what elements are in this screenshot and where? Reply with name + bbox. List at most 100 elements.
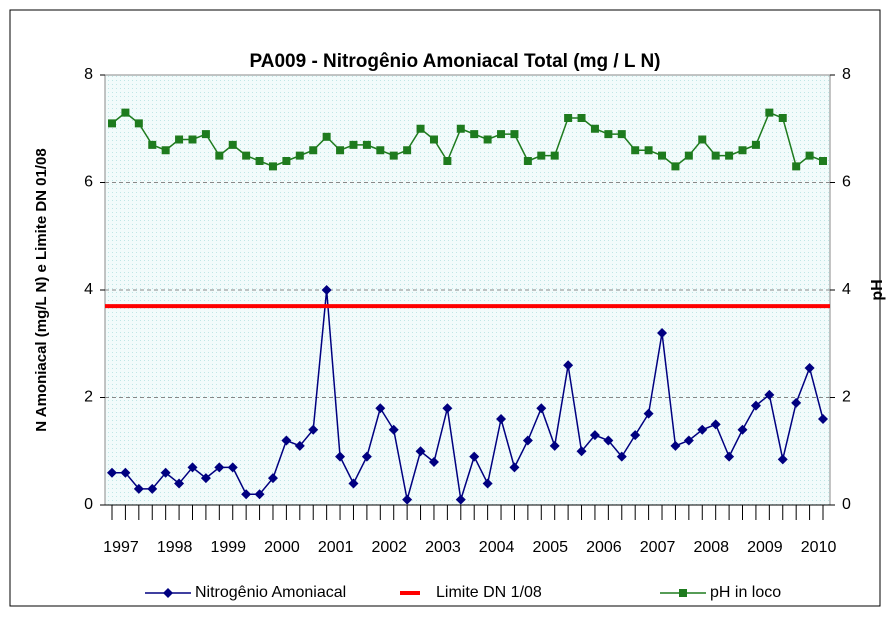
data-point	[764, 389, 775, 400]
data-point	[482, 478, 493, 489]
legend-label: Limite DN 1/08	[436, 584, 542, 601]
x-tick-label: 1998	[157, 539, 193, 556]
data-point	[455, 494, 466, 505]
data-point	[376, 146, 385, 155]
data-point	[496, 414, 507, 424]
data-point	[509, 462, 520, 473]
data-point	[683, 435, 694, 446]
data-point	[777, 454, 788, 465]
data-point	[497, 130, 506, 139]
data-point	[670, 440, 681, 451]
data-point	[321, 285, 332, 295]
x-tick-label: 2009	[747, 539, 783, 556]
x-tick-label: 2006	[586, 539, 622, 556]
data-point	[134, 119, 143, 128]
data-point	[710, 419, 721, 430]
data-point	[442, 403, 453, 414]
data-point	[281, 435, 292, 446]
y2-tick-label: 0	[842, 496, 851, 513]
data-point	[428, 457, 439, 467]
data-point	[536, 403, 547, 414]
legend-marker	[163, 588, 173, 598]
data-point	[362, 140, 371, 149]
data-point	[107, 467, 117, 478]
x-tick-label: 2005	[532, 539, 568, 556]
legend-label: pH in loco	[710, 584, 781, 601]
data-point	[148, 140, 157, 149]
x-tick-label: 1999	[210, 539, 246, 556]
y-tick-label: 8	[84, 66, 93, 83]
data-point	[309, 146, 318, 155]
data-point	[590, 124, 599, 133]
data-point	[227, 462, 238, 473]
data-point	[215, 151, 224, 160]
data-point	[403, 146, 412, 155]
data-point	[684, 151, 693, 160]
data-point	[295, 151, 304, 160]
x-tick-label: 2001	[318, 539, 354, 556]
data-point	[631, 146, 640, 155]
data-point	[643, 408, 654, 419]
data-point	[147, 483, 158, 494]
y2-tick-label: 2	[842, 389, 851, 406]
data-point	[697, 424, 708, 435]
data-point	[630, 430, 641, 441]
data-point	[604, 130, 613, 139]
y-tick-label: 4	[84, 281, 93, 298]
data-point	[469, 451, 480, 462]
data-point	[282, 157, 291, 165]
data-point	[255, 157, 264, 165]
data-point	[819, 157, 827, 165]
data-point	[792, 162, 801, 171]
data-point	[120, 467, 131, 478]
data-point	[188, 135, 197, 144]
data-point	[805, 151, 814, 160]
data-point	[361, 451, 372, 462]
data-point	[389, 151, 398, 160]
data-point	[336, 146, 345, 155]
data-point	[187, 462, 198, 473]
data-point	[429, 135, 438, 144]
data-point	[443, 157, 452, 165]
data-point	[522, 435, 533, 446]
x-tick-label: 2007	[640, 539, 676, 556]
data-point	[657, 328, 668, 338]
data-point	[510, 130, 519, 139]
data-point	[523, 157, 532, 165]
data-point	[201, 130, 210, 139]
data-point	[576, 446, 587, 457]
data-point	[322, 132, 331, 141]
data-point	[241, 489, 252, 500]
data-point	[415, 446, 426, 457]
data-point	[711, 151, 720, 160]
data-point	[133, 483, 144, 494]
data-point	[644, 146, 653, 155]
data-point	[483, 135, 492, 144]
data-point	[161, 146, 170, 155]
chart-title: PA009 - Nitrogênio Amoniacal Total (mg /…	[249, 51, 660, 72]
data-point	[658, 151, 667, 160]
x-tick-label: 2003	[425, 539, 461, 556]
data-point	[294, 440, 305, 451]
y2-axis-label: pH	[869, 279, 886, 300]
data-point	[616, 451, 627, 462]
data-point	[254, 489, 265, 500]
data-point	[456, 124, 465, 133]
y-tick-label: 2	[84, 389, 93, 406]
data-point	[214, 462, 225, 473]
data-point	[550, 151, 559, 160]
data-point	[375, 403, 386, 414]
data-point	[564, 114, 573, 122]
x-tick-label: 2010	[801, 539, 837, 556]
x-tick-label: 2008	[693, 539, 729, 556]
data-point	[349, 140, 358, 149]
data-point	[268, 162, 277, 171]
data-point	[671, 162, 680, 171]
data-point	[242, 151, 251, 160]
data-point	[563, 360, 574, 371]
data-point	[603, 435, 614, 446]
data-point	[738, 146, 747, 155]
data-point	[174, 478, 185, 489]
data-point	[725, 151, 734, 160]
